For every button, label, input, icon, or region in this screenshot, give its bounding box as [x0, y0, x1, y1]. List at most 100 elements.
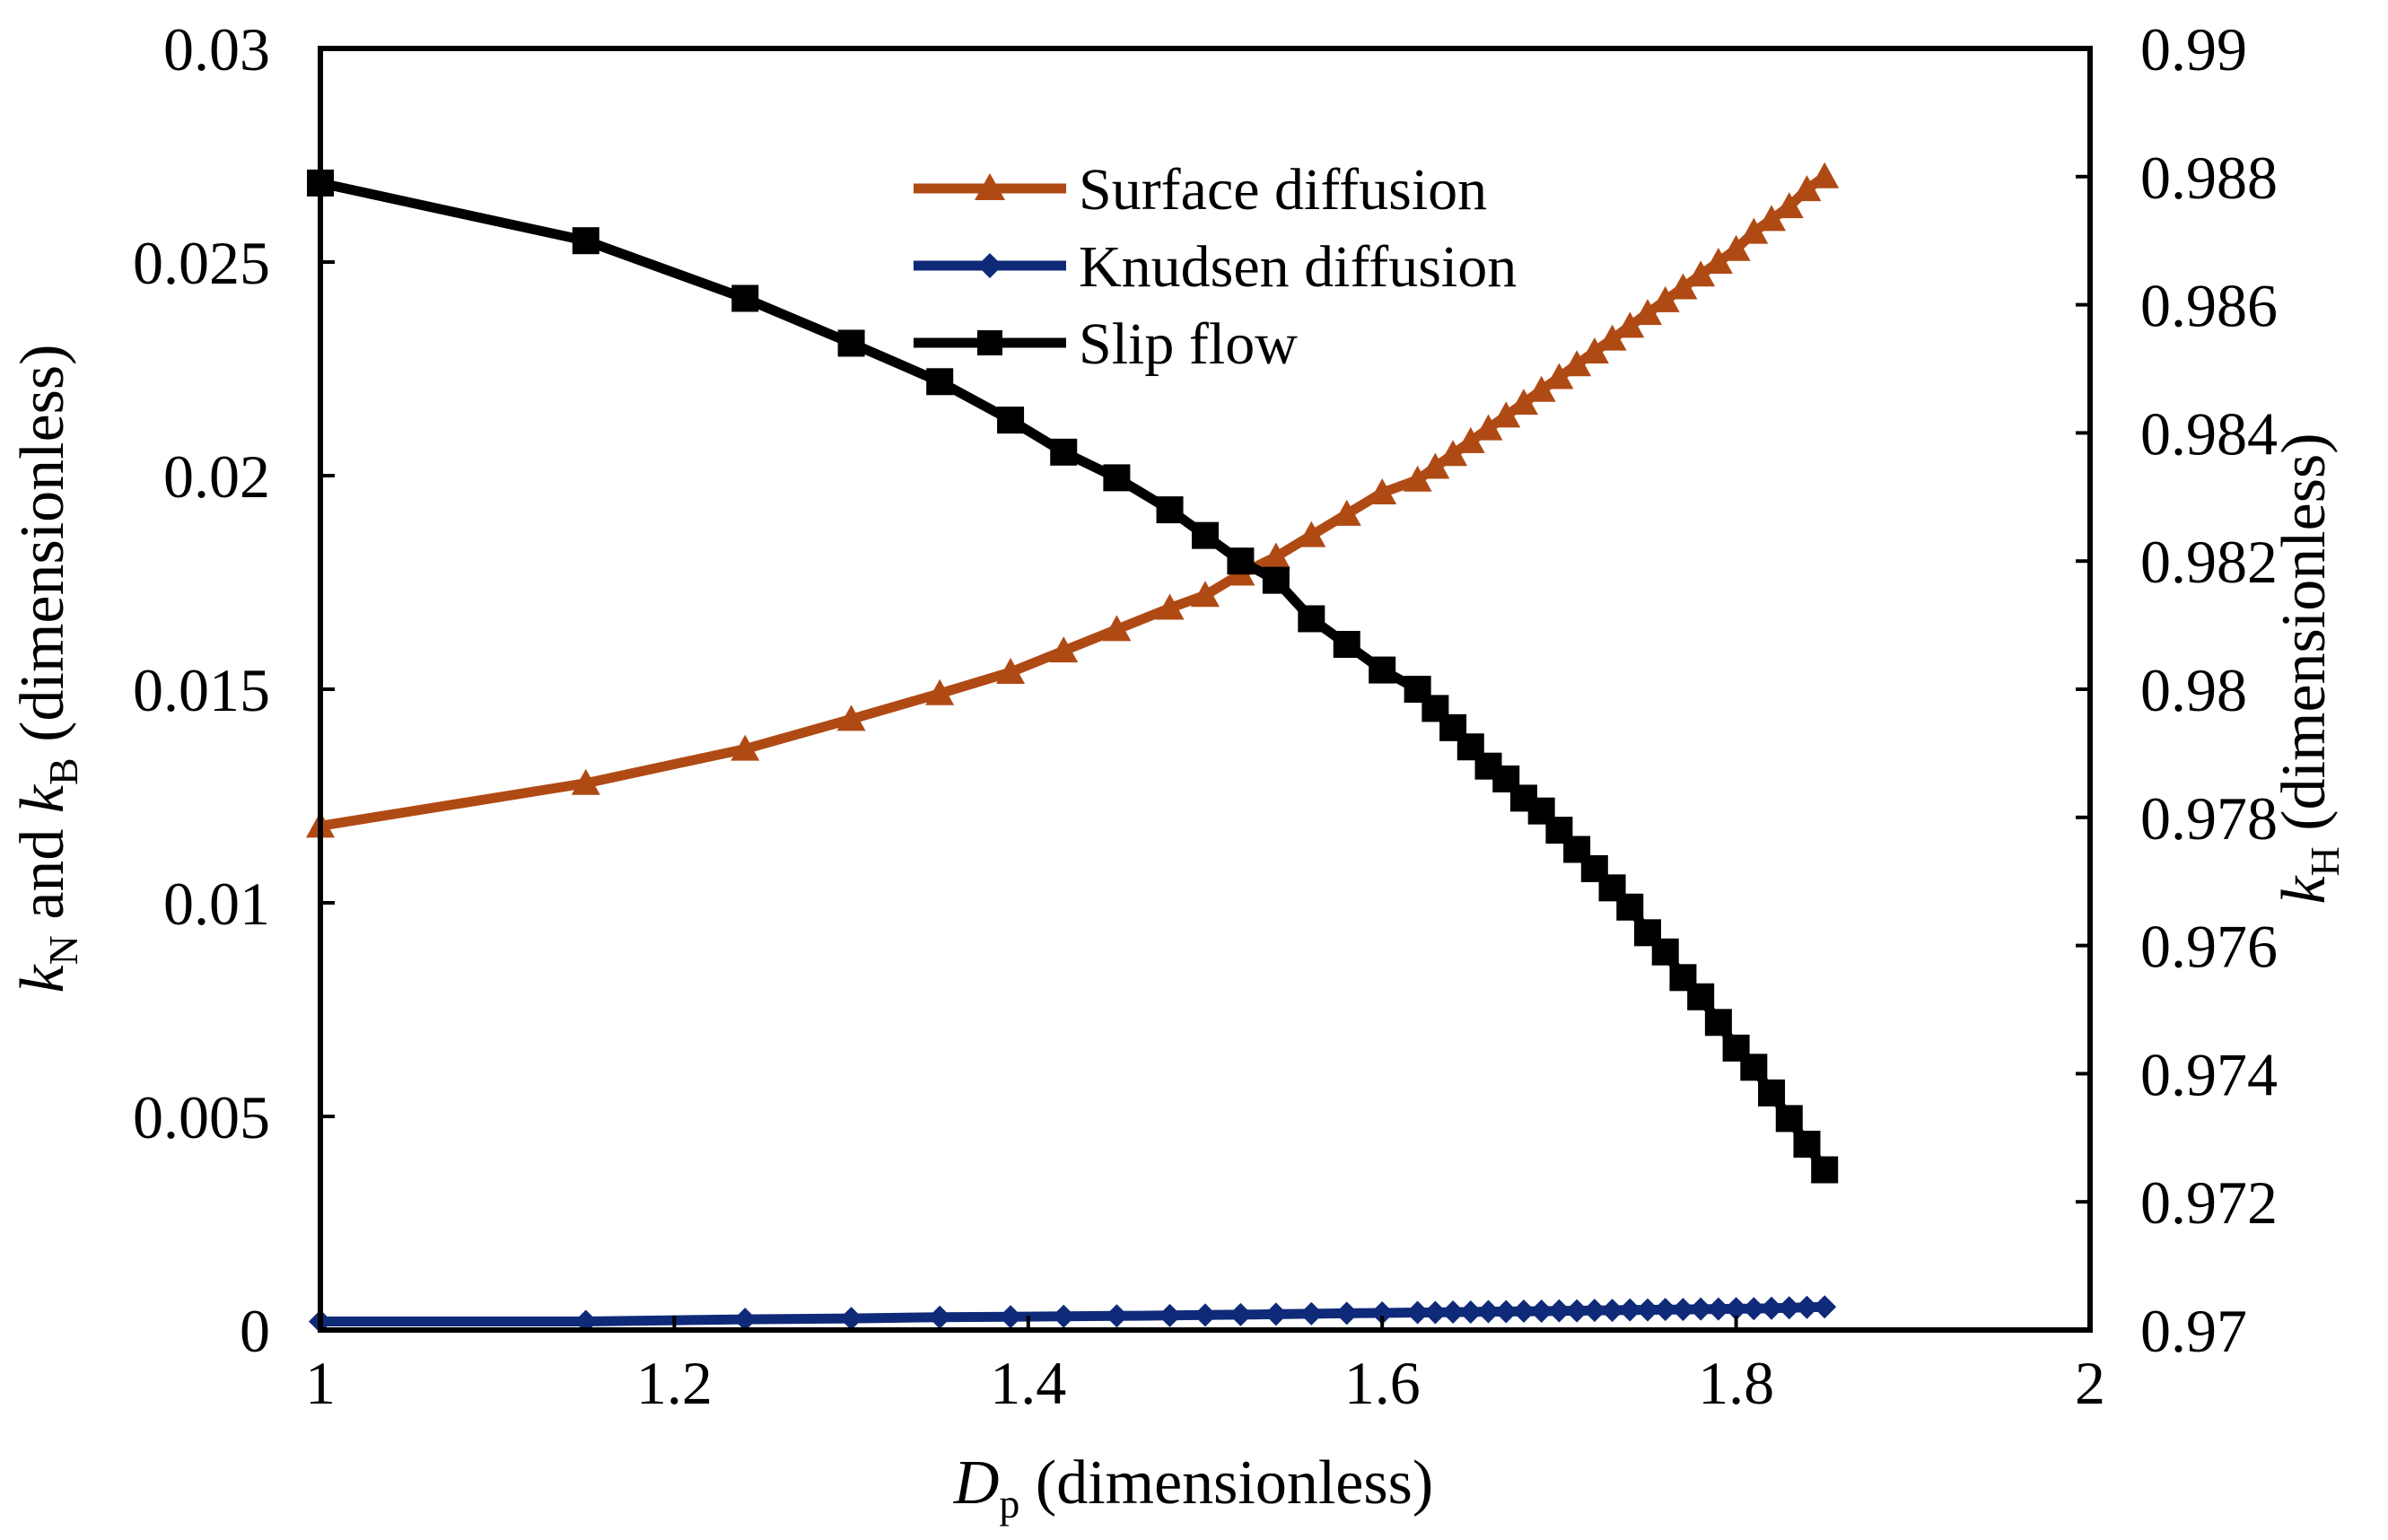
data-point-slip-flow	[1156, 496, 1184, 524]
data-point-slip-flow	[1704, 1009, 1732, 1037]
data-point-surface-diffusion	[1739, 217, 1769, 244]
data-point-slip-flow	[1103, 464, 1131, 492]
data-point-knudsen-diffusion	[1777, 1296, 1801, 1320]
data-point-knudsen-diffusion	[1423, 1300, 1448, 1325]
data-point-surface-diffusion	[1102, 615, 1132, 642]
data-point-surface-diffusion	[1721, 234, 1751, 261]
series-line-surface-diffusion	[319, 172, 1828, 831]
x-tick-label: 1	[305, 1349, 336, 1417]
data-point-slip-flow	[926, 368, 954, 396]
data-point-slip-flow	[1050, 438, 1078, 466]
data-point-knudsen-diffusion	[1636, 1298, 1659, 1322]
x-tick-label: 2	[2075, 1349, 2105, 1417]
data-point-slip-flow	[1651, 938, 1679, 966]
data-point-knudsen-diffusion	[999, 1305, 1023, 1329]
data-point-surface-diffusion	[1403, 465, 1432, 492]
data-point-surface-diffusion	[1261, 542, 1290, 569]
data-point-surface-diffusion	[1668, 273, 1698, 300]
data-point-surface-diffusion	[1439, 440, 1468, 467]
data-point-surface-diffusion	[1810, 162, 1840, 188]
data-point-surface-diffusion	[1633, 299, 1662, 326]
data-point-slip-flow	[1811, 1156, 1839, 1184]
data-point-surface-diffusion	[925, 678, 955, 705]
series-line-slip-flow	[319, 178, 1829, 1173]
data-point-knudsen-diffusion	[1618, 1298, 1642, 1322]
y-right-tick-label: 0.988	[2140, 144, 2278, 212]
data-point-knudsen-diffusion	[1511, 1299, 1535, 1324]
data-point-slip-flow	[1298, 605, 1325, 633]
data-point-knudsen-diffusion	[1706, 1297, 1730, 1321]
data-point-knudsen-diffusion	[1264, 1302, 1288, 1326]
data-point-slip-flow	[1758, 1079, 1786, 1107]
series-layer	[306, 162, 1840, 1334]
data-point-knudsen-diffusion	[1194, 1303, 1217, 1327]
data-point-knudsen-diffusion	[1724, 1297, 1748, 1321]
data-point-slip-flow	[1616, 893, 1644, 921]
data-point-knudsen-diffusion	[573, 1309, 598, 1334]
y-left-tick-label: 0.015	[133, 656, 270, 724]
data-point-slip-flow	[1333, 631, 1360, 659]
legend: Surface diffusion Knudsen diffusion Slip…	[914, 157, 1517, 377]
data-point-surface-diffusion	[1544, 363, 1574, 389]
data-point-knudsen-diffusion	[1813, 1295, 1837, 1319]
data-point-slip-flow	[1687, 983, 1715, 1011]
legend-square-marker	[977, 330, 1002, 355]
x-tick-label: 1.2	[636, 1349, 713, 1417]
data-point-surface-diffusion	[1526, 375, 1556, 402]
data-point-slip-flow	[837, 329, 865, 357]
data-point-knudsen-diffusion	[1494, 1299, 1518, 1324]
data-point-knudsen-diffusion	[1458, 1300, 1483, 1325]
data-point-knudsen-diffusion	[1441, 1300, 1465, 1325]
y-left-tick-label: 0.02	[163, 442, 270, 511]
data-point-surface-diffusion	[1650, 285, 1680, 312]
data-point-slip-flow	[997, 407, 1025, 434]
legend-label-slip-flow: Slip flow	[1079, 311, 1298, 377]
x-axis-title: Dp (dimensionless)	[953, 1448, 1433, 1527]
data-point-knudsen-diffusion	[1529, 1299, 1553, 1324]
data-point-surface-diffusion	[571, 768, 600, 795]
data-point-knudsen-diffusion	[1760, 1296, 1784, 1320]
legend-label-surface-diffusion: Surface diffusion	[1079, 157, 1487, 223]
legend-triangle-marker	[975, 173, 1005, 200]
y-right-tick-label: 0.986	[2140, 272, 2278, 340]
data-point-surface-diffusion	[1615, 311, 1645, 338]
data-point-surface-diffusion	[1155, 593, 1185, 620]
data-point-knudsen-diffusion	[1689, 1297, 1713, 1321]
y-right-tick-label: 0.974	[2140, 1040, 2278, 1108]
data-point-slip-flow	[1793, 1130, 1821, 1158]
data-point-surface-diffusion	[1686, 260, 1716, 287]
y-right-tick-label: 0.972	[2140, 1168, 2278, 1237]
data-point-knudsen-diffusion	[1742, 1297, 1766, 1321]
data-point-knudsen-diffusion	[1476, 1299, 1500, 1324]
series-surface-diffusion	[306, 162, 1840, 838]
legend-item-knudsen-diffusion: Knudsen diffusion	[914, 234, 1517, 300]
data-point-surface-diffusion	[1579, 337, 1609, 363]
data-point-slip-flow	[1262, 566, 1290, 594]
data-point-knudsen-diffusion	[928, 1305, 952, 1329]
data-point-slip-flow	[1227, 547, 1255, 575]
data-point-knudsen-diffusion	[839, 1307, 863, 1331]
data-point-surface-diffusion	[1597, 324, 1627, 351]
y-right-tick-label: 0.97	[2140, 1297, 2247, 1365]
y-axis-right-title: kH (dimensionless)	[2270, 433, 2348, 904]
data-point-surface-diffusion	[1562, 350, 1592, 377]
data-point-slip-flow	[572, 227, 599, 255]
data-point-slip-flow	[1192, 521, 1219, 549]
legend-diamond-marker	[977, 253, 1002, 278]
x-tick-label: 1.8	[1698, 1349, 1774, 1417]
y-right-tick-label: 0.976	[2140, 913, 2278, 981]
x-tick-label: 1.4	[990, 1349, 1066, 1417]
y-left-tick-label: 0.03	[163, 15, 270, 83]
y-axis-left-title: kN and kB (dimensionless)	[8, 345, 86, 993]
axis-ticks: 1 1.2 1.4 1.6 1.8 2 0 0.005 0.01 0.015 0.02 0.025 0.…	[133, 15, 2278, 1417]
data-point-knudsen-diffusion	[1299, 1301, 1324, 1326]
data-point-surface-diffusion	[1456, 426, 1485, 453]
data-point-surface-diffusion	[1757, 205, 1787, 232]
y-right-tick-label: 0.984	[2140, 399, 2278, 468]
data-point-surface-diffusion	[1474, 414, 1503, 441]
data-point-surface-diffusion	[1792, 175, 1822, 202]
y-left-tick-label: 0.01	[163, 870, 270, 938]
data-point-surface-diffusion	[1368, 478, 1397, 505]
data-point-surface-diffusion	[1491, 401, 1521, 428]
